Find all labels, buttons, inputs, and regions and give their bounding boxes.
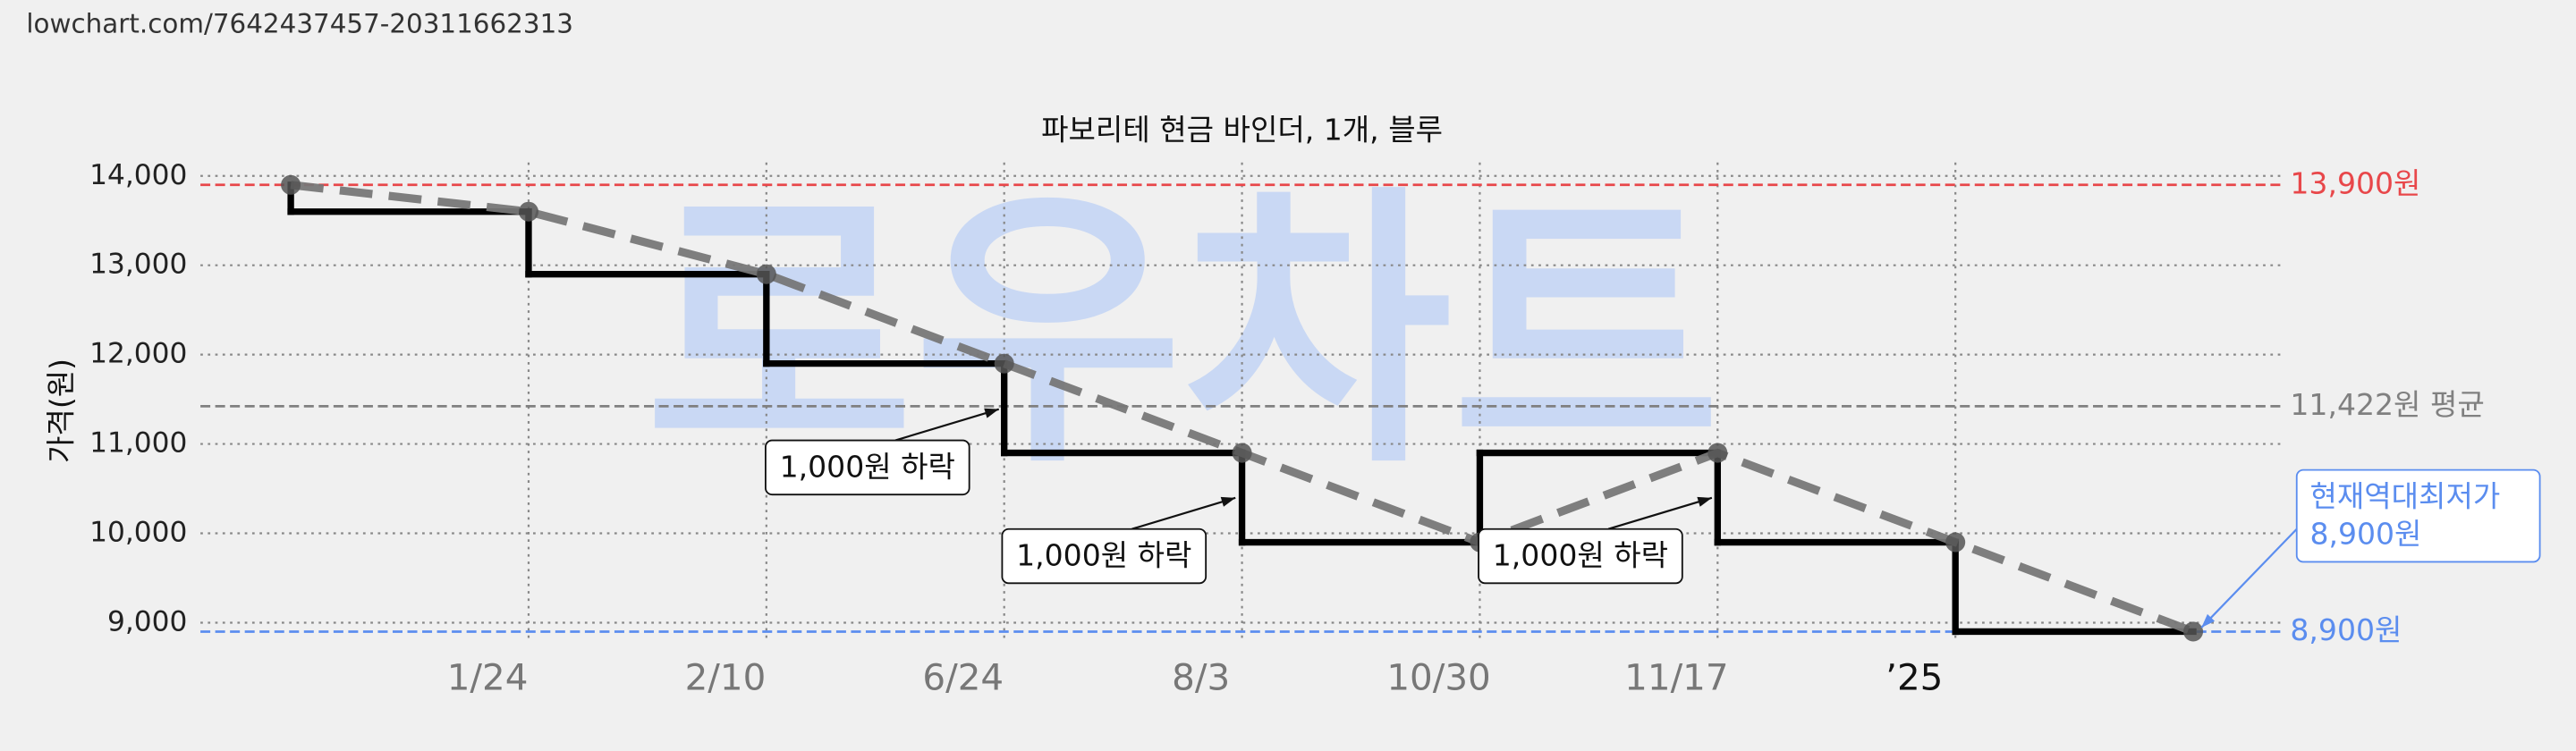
annotation-text: 현재역대최저가 bbox=[2309, 478, 2500, 513]
annotation-arrow bbox=[2200, 527, 2298, 629]
annotation-text: 1,000원 하락 bbox=[1016, 537, 1191, 572]
reference-label: 8,900원 bbox=[2290, 612, 2402, 647]
x-tick-label: 10/30 bbox=[1386, 656, 1490, 699]
point bbox=[1707, 443, 1728, 463]
x-tick-label: 8/3 bbox=[1172, 656, 1230, 699]
y-axis-label: 가격(원) bbox=[43, 359, 78, 463]
annotation-box bbox=[1001, 527, 1208, 585]
arrow-head bbox=[984, 408, 999, 418]
annotation-box bbox=[1478, 527, 1683, 585]
annotation-arrow bbox=[1131, 496, 1236, 530]
arrow-head bbox=[2201, 613, 2216, 628]
annotation-arrow bbox=[1607, 496, 1713, 530]
point bbox=[1945, 532, 1966, 553]
x-tick-label: 1/24 bbox=[447, 656, 529, 699]
arrow-head bbox=[1697, 496, 1712, 507]
point bbox=[1232, 443, 1252, 463]
y-tick-label: 9,000 bbox=[107, 605, 187, 637]
arrow-head bbox=[1220, 496, 1236, 507]
x-tick-label: 6/24 bbox=[922, 656, 1004, 699]
annotation-text: 1,000원 하락 bbox=[1493, 537, 1668, 572]
y-tick-label: 13,000 bbox=[89, 249, 187, 281]
annotation-text: 1,000원 하락 bbox=[780, 449, 955, 484]
reference-label: 11,422원 평균 bbox=[2290, 387, 2484, 422]
y-tick-label: 12,000 bbox=[89, 338, 187, 370]
annotation-box bbox=[2295, 468, 2541, 563]
point bbox=[994, 353, 1014, 374]
x-tick-label: ’25 bbox=[1885, 656, 1943, 699]
y-tick-label: 11,000 bbox=[89, 427, 187, 460]
chart-title: 파보리테 현금 바인더, 1개, 블루 bbox=[1041, 113, 1443, 148]
reference-label: 13,900원 bbox=[2290, 165, 2420, 200]
point bbox=[2183, 621, 2204, 642]
annotation-text: 8,900원 bbox=[2309, 517, 2421, 552]
x-tick-label: 11/17 bbox=[1624, 656, 1728, 699]
y-tick-label: 10,000 bbox=[89, 517, 187, 549]
annotation-box bbox=[765, 439, 970, 496]
point bbox=[756, 264, 776, 284]
point bbox=[281, 174, 301, 195]
annotation-arrow bbox=[894, 408, 1000, 442]
y-tick-label: 14,000 bbox=[89, 159, 187, 191]
source-url[interactable]: lowchart.com/7642437457-20311662313 bbox=[26, 8, 573, 38]
x-tick-label: 2/10 bbox=[685, 656, 767, 699]
point bbox=[518, 201, 538, 222]
